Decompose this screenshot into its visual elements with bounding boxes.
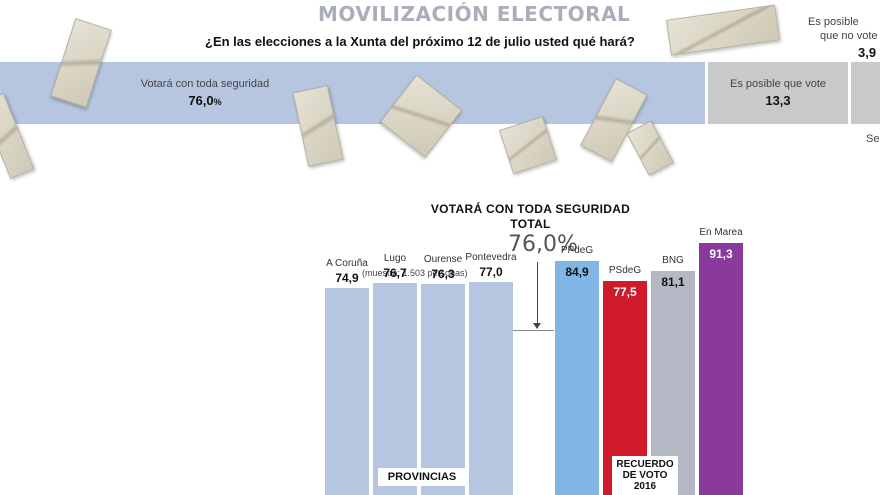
segment-value-no: 3,9: [858, 45, 877, 60]
segment-label-sure: Votará con toda seguridad: [140, 78, 270, 90]
segment-label-maybe: Es posible que vote: [729, 78, 826, 90]
bar-value-ourense: 76,3: [431, 267, 455, 282]
sample-note: (muestra: 1.503 personas): [362, 268, 468, 278]
bar-value-en-marea: 91,3: [709, 247, 733, 261]
bar-a-coru-a: [325, 288, 369, 495]
survey-question: ¿En las elecciones a la Xunta del próxim…: [205, 34, 635, 49]
bar-lugo: [373, 283, 417, 495]
bar-value-ppdeg: 84,9: [565, 264, 589, 279]
envelope-decoration: [499, 116, 557, 174]
bar-label-ppdeg: PPdeG: [560, 244, 594, 256]
bar-value-bng: 81,1: [661, 275, 685, 290]
chart-title: MOVILIZACIÓN ELECTORAL: [318, 2, 631, 26]
segment-value-sure: 76,0%: [188, 93, 222, 108]
total-value: 76,0%: [508, 232, 578, 257]
envelope-decoration: [666, 4, 780, 56]
envelope-decoration: [626, 120, 674, 176]
group-label-provincias: PROVINCIAS: [378, 468, 466, 486]
bar-label-ourense: Ourense: [423, 254, 463, 266]
bar-label-psdeg: PSdeG: [608, 265, 642, 277]
segment-partial-label: Se: [866, 133, 880, 145]
arrow-head-icon: [533, 323, 541, 329]
segment-label-no: Es posible que no vote: [808, 16, 878, 42]
bar-pontevedra: [469, 282, 513, 495]
bar-label-en-marea: En Marea: [699, 227, 743, 238]
bar-label-pontevedra: Pontevedra: [465, 252, 517, 264]
bar-value-lugo: 76,7: [383, 266, 407, 281]
top-segment-maybe-vote: [708, 62, 848, 124]
group-label-recuerdo: RECUERDO DE VOTO 2016: [612, 456, 678, 495]
bar-ourense: [421, 284, 465, 495]
bar-label-lugo: Lugo: [383, 253, 407, 265]
bar-value-a-coru-a: 74,9: [335, 271, 359, 286]
segment-value-maybe: 13,3: [765, 93, 791, 108]
bar-ppdeg: [555, 260, 599, 495]
bar-chart-title: VOTARÁ CON TODA SEGURIDAD: [430, 202, 631, 216]
bar-value-pontevedra: 77,0: [479, 265, 503, 280]
top-segment-partial: [851, 62, 880, 124]
bar-en-marea: [699, 243, 743, 495]
bar-label-a-coru-a: A Coruña: [326, 258, 368, 270]
bar-chart-subtitle: TOTAL: [510, 217, 551, 231]
bar-label-bng: BNG: [662, 255, 684, 267]
bar-value-psdeg: 77,5: [613, 285, 637, 300]
total-arrow: [537, 262, 538, 328]
top-segment-sure-vote: [0, 62, 705, 124]
